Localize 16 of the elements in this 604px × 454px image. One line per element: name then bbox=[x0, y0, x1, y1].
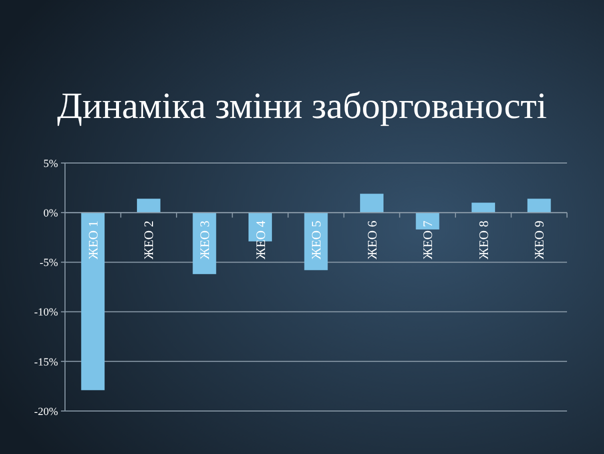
chart-title: Динаміка зміни заборгованості bbox=[57, 86, 547, 127]
x-tick-label: ЖЕО 4 bbox=[252, 220, 268, 260]
x-tick-label: ЖЕО 9 bbox=[532, 220, 547, 260]
y-tick-label: -5% bbox=[40, 257, 58, 270]
x-tick-label: ЖЕО 7 bbox=[420, 220, 436, 260]
y-tick-label: 0% bbox=[43, 207, 58, 220]
x-tick-label: ЖЕО 1 bbox=[85, 220, 100, 260]
x-tick-label: ЖЕО 6 bbox=[364, 220, 380, 260]
x-tick-label: ЖЕО 2 bbox=[141, 220, 156, 260]
y-tick-label: -15% bbox=[34, 356, 58, 368]
x-tick-label: ЖЕО 3 bbox=[196, 220, 212, 260]
y-tick-label: -10% bbox=[34, 306, 58, 319]
x-tick-label: ЖЕО 8 bbox=[476, 220, 491, 260]
y-tick-label: -20% bbox=[34, 406, 58, 418]
x-tick-label: ЖЕО 5 bbox=[308, 220, 324, 260]
y-tick-label: 5% bbox=[43, 158, 58, 170]
